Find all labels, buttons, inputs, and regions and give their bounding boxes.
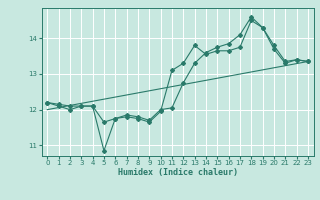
X-axis label: Humidex (Indice chaleur): Humidex (Indice chaleur) [118, 168, 237, 177]
